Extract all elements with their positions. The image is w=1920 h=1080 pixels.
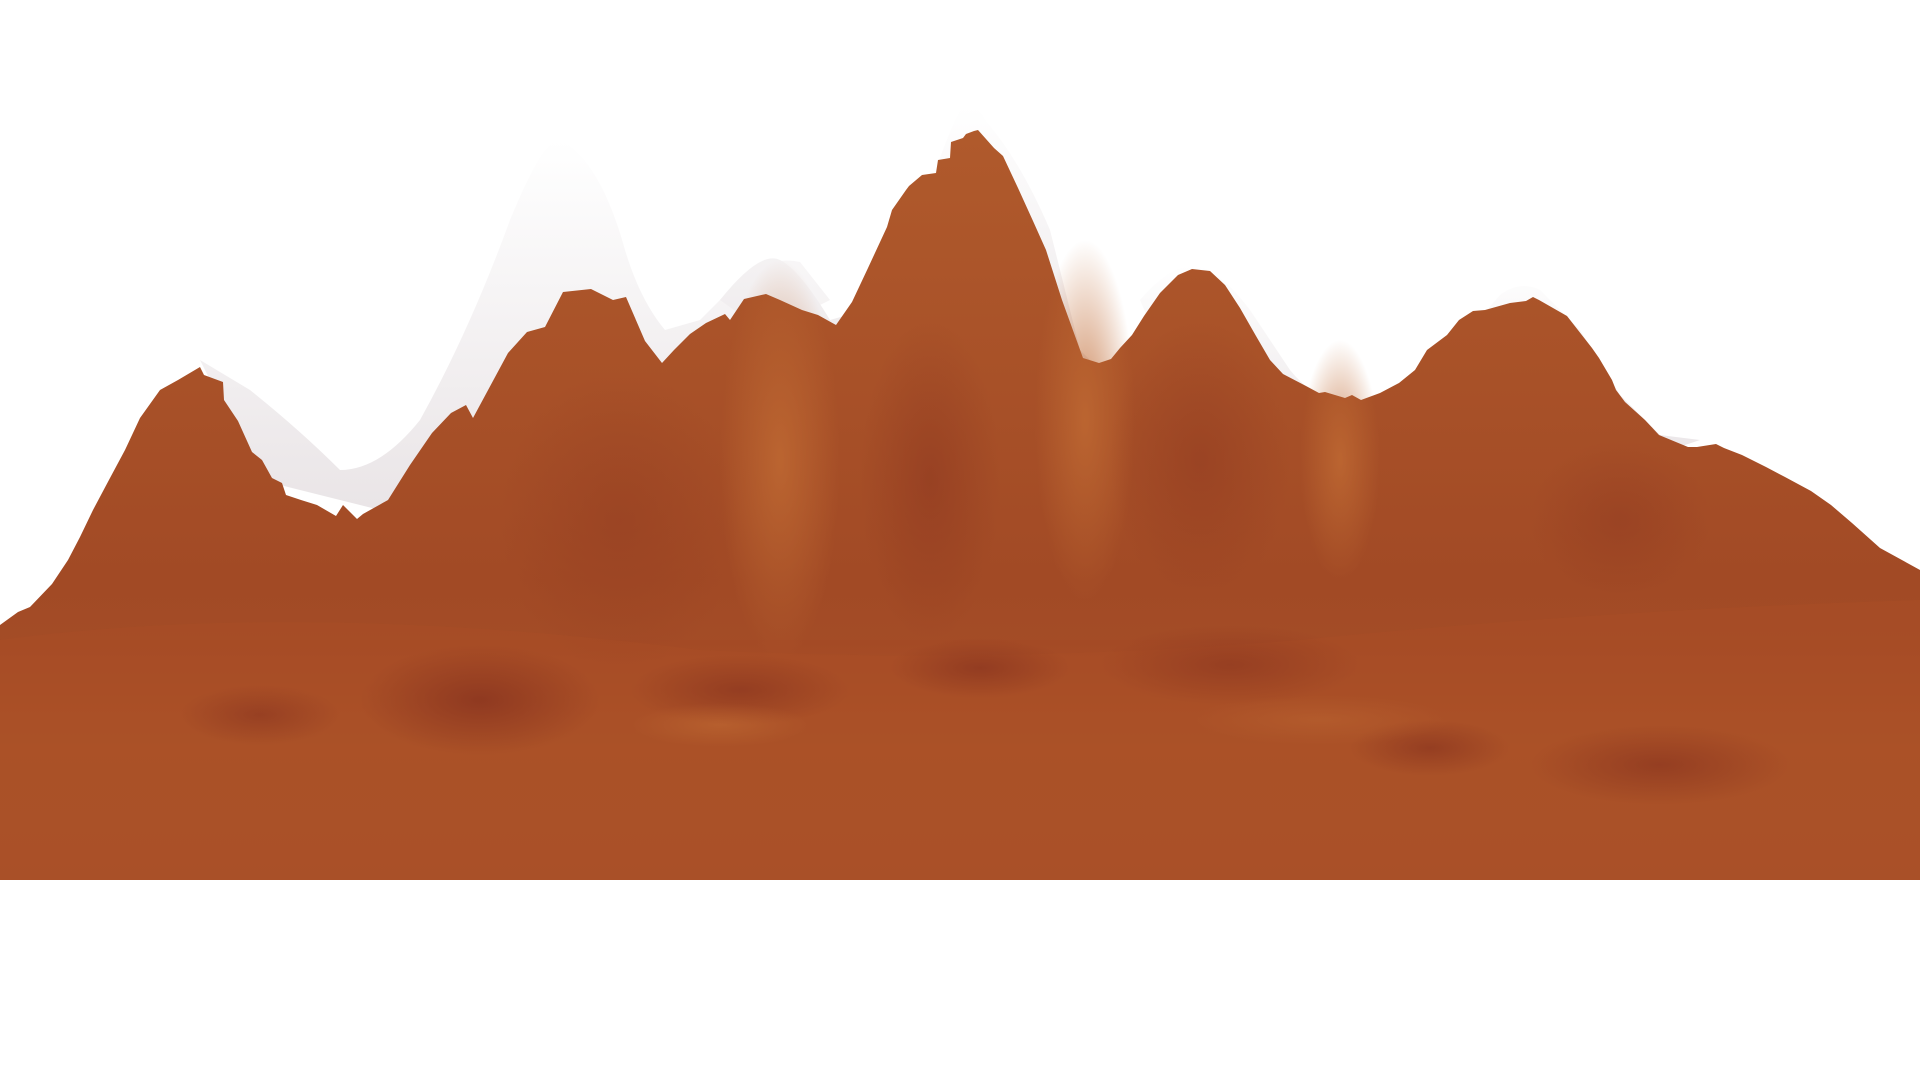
terrain-depressions xyxy=(180,625,1790,805)
mountain-shading xyxy=(500,240,1710,670)
snow-cap-left xyxy=(200,139,830,520)
